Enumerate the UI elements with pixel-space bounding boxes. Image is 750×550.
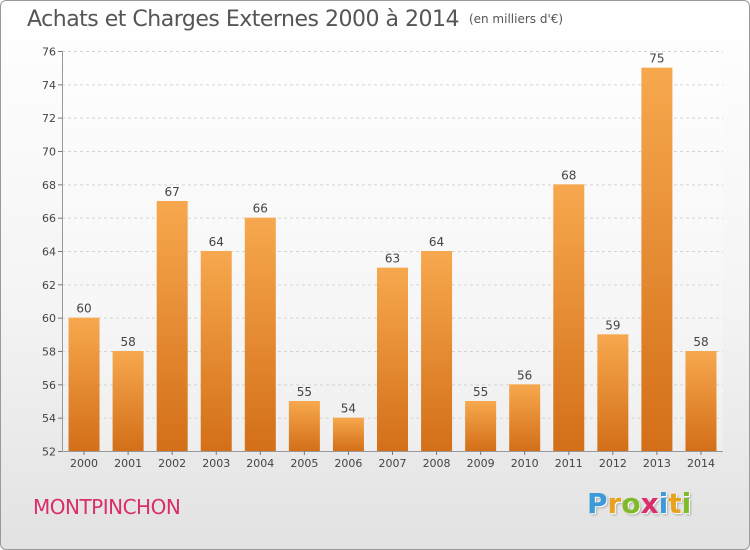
y-tick-label: 60 — [42, 312, 56, 325]
chart-title-text: Achats et Charges Externes 2000 à 2014 — [27, 7, 459, 32]
chart-unit: (en milliers d'€) — [468, 12, 564, 26]
logo-letter: P — [587, 487, 608, 520]
proxiti-logo: Proxiti — [587, 487, 691, 520]
logo-letter: x — [640, 487, 659, 520]
x-tick-label: 2013 — [643, 457, 671, 470]
x-tick-label: 2003 — [202, 457, 230, 470]
bar — [244, 217, 276, 451]
data-label: 55 — [297, 385, 312, 399]
data-label: 58 — [120, 335, 135, 349]
logo-letter: t — [668, 487, 682, 520]
bar — [377, 267, 408, 451]
y-tick-label: 74 — [42, 79, 56, 92]
y-tick-label: 64 — [42, 246, 56, 259]
x-tick-label: 2007 — [379, 457, 407, 470]
data-label: 55 — [473, 385, 488, 399]
y-tick-label: 68 — [42, 179, 56, 192]
x-tick-label: 2005 — [290, 457, 318, 470]
y-tick-label: 66 — [42, 212, 56, 225]
data-label: 64 — [209, 235, 224, 249]
data-label: 68 — [561, 168, 576, 182]
data-label: 56 — [517, 368, 532, 382]
bar — [553, 184, 585, 452]
y-tick-label: 76 — [42, 46, 56, 59]
data-label: 66 — [253, 202, 268, 216]
x-tick-label: 2006 — [334, 457, 362, 470]
data-label: 75 — [649, 52, 664, 66]
bar — [156, 201, 188, 451]
bar — [332, 417, 364, 451]
logo-letter: o — [621, 487, 641, 520]
x-tick-label: 2012 — [599, 457, 627, 470]
y-tick-label: 58 — [42, 346, 56, 359]
x-tick-label: 2010 — [511, 457, 539, 470]
x-tick-label: 2001 — [114, 457, 142, 470]
x-tick-label: 2009 — [467, 457, 495, 470]
bar — [641, 67, 673, 452]
logo-letter: r — [607, 487, 622, 520]
logo-letter: i — [658, 487, 669, 520]
bar — [112, 351, 144, 451]
data-label: 59 — [605, 318, 620, 332]
x-tick-label: 2014 — [687, 457, 715, 470]
data-label: 64 — [429, 235, 444, 249]
chart-title: Achats et Charges Externes 2000 à 2014 (e… — [27, 7, 563, 32]
y-tick-label: 56 — [42, 379, 56, 392]
data-label: 67 — [165, 185, 180, 199]
data-label: 63 — [385, 252, 400, 266]
x-tick-label: 2011 — [555, 457, 583, 470]
y-tick-label: 72 — [42, 112, 56, 125]
y-tick-label: 54 — [42, 412, 56, 425]
data-label: 60 — [76, 302, 91, 316]
y-tick-label: 62 — [42, 279, 56, 292]
x-tick-label: 2008 — [423, 457, 451, 470]
bar — [509, 384, 541, 451]
data-label: 58 — [693, 335, 708, 349]
bar — [421, 251, 453, 451]
bar — [685, 351, 717, 451]
bar — [68, 317, 100, 451]
x-tick-label: 2004 — [246, 457, 274, 470]
bar — [597, 334, 629, 451]
bar — [200, 251, 232, 451]
data-label: 54 — [341, 402, 356, 416]
x-tick-label: 2002 — [158, 457, 186, 470]
x-tick-label: 2000 — [70, 457, 98, 470]
y-tick-label: 70 — [42, 146, 56, 159]
bar — [288, 401, 320, 451]
y-tick-label: 52 — [42, 446, 56, 459]
logo-letter: i — [681, 487, 692, 520]
bar — [465, 401, 497, 451]
commune-name: MONTPINCHON — [33, 495, 181, 519]
